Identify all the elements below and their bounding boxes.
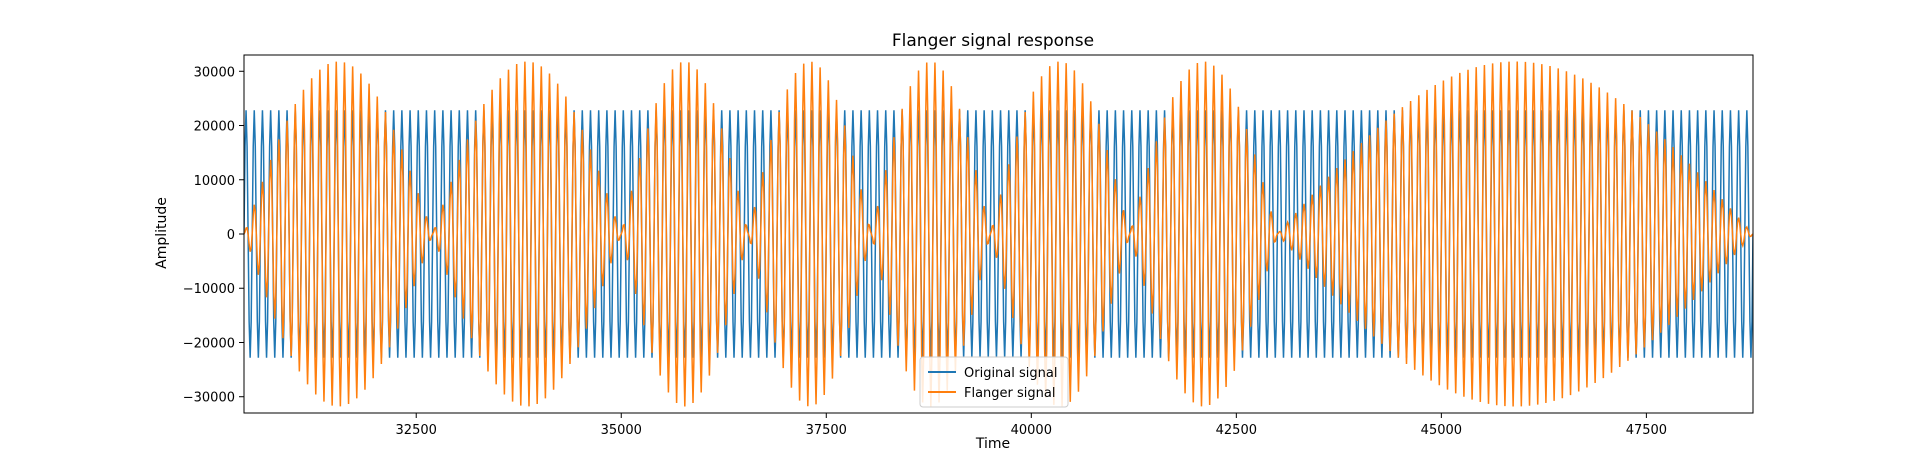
legend-label: Flanger signal <box>964 386 1055 401</box>
legend: Original signal Flanger signal <box>919 356 1069 408</box>
x-tick-label: 45000 <box>1421 423 1462 438</box>
y-tick-label: 20000 <box>194 120 235 135</box>
y-tick-label: 0 <box>227 228 235 243</box>
y-tick-label: −20000 <box>183 336 235 351</box>
x-axis-title: Time <box>975 436 1010 452</box>
x-tick-label: 35000 <box>601 423 642 438</box>
y-tick-label: 10000 <box>194 174 235 189</box>
legend-label: Original signal <box>964 366 1057 381</box>
y-tick-label: 30000 <box>194 65 235 80</box>
x-tick-label: 40000 <box>1011 423 1052 438</box>
axes: 32500 35000 37500 40000 42500 45000 47500 −3000… <box>183 54 1754 438</box>
x-tick-label: 47500 <box>1626 423 1667 438</box>
y-axis-title: Amplitude <box>154 197 170 269</box>
chart-title: Flanger signal response <box>892 31 1094 51</box>
series-line-flanger-signal <box>244 61 1753 407</box>
y-tick-label: −10000 <box>183 282 235 297</box>
x-tick-label: 37500 <box>806 423 847 438</box>
plot-area <box>244 61 1753 407</box>
x-tick-label: 42500 <box>1216 423 1257 438</box>
legend-box <box>919 356 1069 408</box>
x-tick-label: 32500 <box>396 423 437 438</box>
y-tick-label: −30000 <box>183 391 235 406</box>
